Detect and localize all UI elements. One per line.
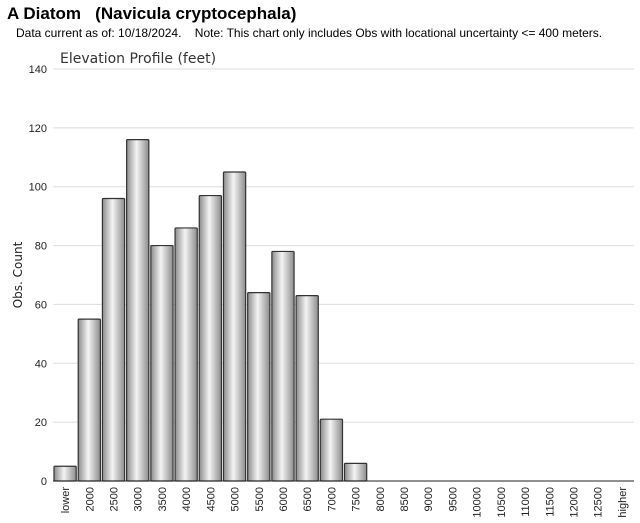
bar-5000 (222, 171, 247, 482)
x-tick-label: 3500 (157, 487, 169, 511)
x-tick-label: 2500 (109, 487, 121, 511)
x-tick-label: 2000 (84, 487, 96, 511)
x-tick-label: 3000 (133, 487, 145, 511)
x-tick-label: 8500 (399, 487, 411, 511)
x-tick-label: 8000 (375, 487, 387, 511)
x-tick-label: higher (617, 487, 629, 518)
x-tick-label: 5500 (254, 487, 266, 511)
bar-2000 (77, 318, 102, 482)
bar-3500 (150, 244, 174, 482)
chart-note: Data current as of: 10/18/2024. Note: Th… (16, 26, 602, 40)
chart-heading: A Diatom (Navicula cryptocephala) (7, 4, 296, 24)
species-common-name: A Diatom (7, 4, 81, 23)
bar-5500 (247, 292, 271, 482)
bar-6500 (295, 295, 319, 482)
y-axis-ticks: 0 20 40 60 80 100 120 140 (29, 64, 47, 488)
x-axis-ticks: lower 2000 2500 3000 3500 4000 4500 5000 5500 600… (60, 487, 629, 518)
bar-6000 (271, 250, 295, 482)
bar-4000 (174, 227, 198, 482)
y-tick-label: 40 (35, 358, 47, 370)
y-tick-label: 80 (35, 241, 47, 253)
x-tick-label: 6500 (302, 487, 314, 511)
x-tick-label: 6000 (278, 487, 290, 511)
gridlines (53, 68, 634, 423)
bar-7000 (319, 418, 344, 482)
x-tick-label: lower (60, 487, 72, 514)
x-tick-label: 11500 (544, 487, 556, 517)
x-tick-label: 12000 (568, 487, 580, 518)
bar-2500 (101, 197, 126, 482)
x-tick-label: 4500 (205, 487, 217, 511)
x-tick-label: 7500 (351, 487, 363, 511)
data-date: Data current as of: 10/18/2024. (16, 26, 182, 40)
uncertainty-note: Note: This chart only includes Obs with … (194, 26, 603, 40)
x-tick-label: 5000 (230, 487, 242, 511)
x-tick-label: 9000 (423, 487, 435, 511)
bar-7500 (343, 462, 368, 482)
bar-lower (53, 465, 77, 482)
y-axis-label: Obs. Count (11, 241, 25, 308)
y-tick-label: 60 (35, 299, 47, 311)
x-tick-label: 10000 (472, 487, 484, 518)
x-tick-label: 11000 (520, 487, 532, 517)
x-tick-label: 4000 (181, 487, 193, 511)
bar-3000 (126, 139, 150, 482)
y-tick-label: 20 (35, 417, 47, 429)
species-scientific-name: (Navicula cryptocephala) (95, 4, 297, 23)
x-tick-label: 12500 (593, 487, 605, 518)
x-tick-label: 7000 (326, 487, 338, 511)
y-tick-label: 140 (29, 64, 47, 76)
y-tick-label: 0 (41, 476, 47, 488)
x-tick-label: 10500 (496, 487, 508, 518)
y-tick-label: 120 (29, 123, 47, 135)
bars (53, 139, 368, 482)
bar-4500 (198, 194, 223, 482)
x-tick-label: 9500 (447, 487, 459, 511)
chart-title: Elevation Profile (feet) (60, 51, 216, 67)
y-tick-label: 100 (29, 182, 47, 194)
